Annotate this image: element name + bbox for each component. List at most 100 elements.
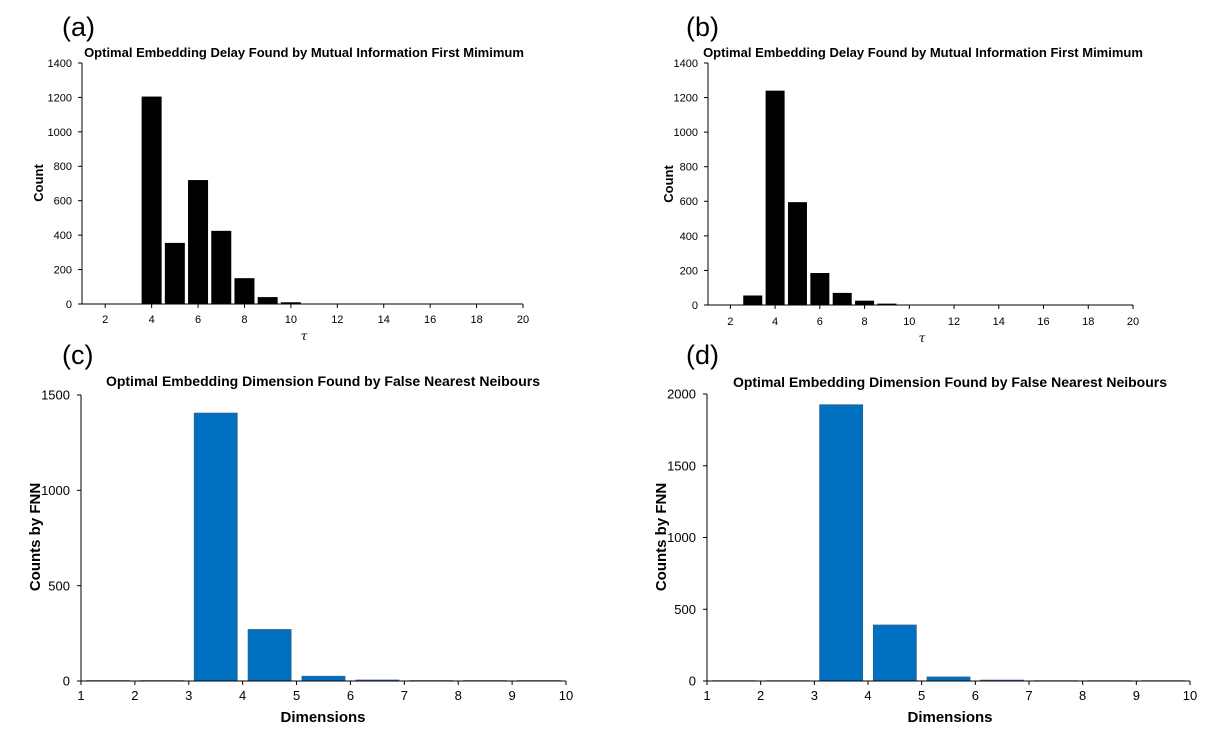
chart-b-y-tick-label: 1200 [674,93,698,105]
chart-a-x-tick-label: 12 [331,314,343,326]
chart-d-axes: 0 500 1000 1500 2000 1 2 3 4 5 6 7 8 9 10 [667,387,1197,703]
chart-c-bars [86,412,561,682]
chart-d-ylabel: Counts by FNN [653,483,670,591]
chart-c-ylabel: Counts by FNN [27,483,44,591]
chart-c-xlabel: Dimensions [280,709,365,726]
chart-a-ylabel: Count [31,164,46,202]
chart-b-x-tick-label: 16 [1037,316,1049,328]
chart-c-x-tick-label: 4 [239,688,246,703]
chart-a-bar [257,297,278,304]
chart-d-x-tick-label: 4 [864,688,871,703]
chart-b-x-tick-label: 4 [772,316,778,328]
panel-label-a: (a) [62,12,95,42]
chart-a-x-tick-label: 16 [424,314,436,326]
chart-a: (a) Optimal Embedding Delay Found by Mut… [31,12,529,343]
chart-d-bar [872,624,917,682]
chart-b-y-tick-label: 800 [680,162,698,174]
chart-b-bar [855,300,875,305]
chart-d-xlabel: Dimensions [907,709,992,726]
chart-b-bar [743,295,763,305]
chart-d-bars [711,404,1186,682]
chart-b-y-tick-label: 1000 [674,127,698,139]
chart-c: (c) Optimal Embedding Dimension Found by… [27,340,573,726]
chart-b-x-tick-label: 14 [993,316,1005,328]
chart-b-y-tick-label: 200 [680,265,698,277]
chart-b-y-tick-label: 400 [680,231,698,243]
chart-b-bar [877,303,897,305]
chart-c-x-tick-label: 8 [455,688,462,703]
chart-d-x-tick-label: 5 [918,688,925,703]
chart-d-x-tick-label: 2 [757,688,764,703]
chart-c-x-tick-label: 9 [508,688,515,703]
chart-a-y-tick-label: 800 [54,161,72,173]
chart-a-x-tick-label: 4 [149,314,155,326]
chart-a-y-tick-label: 1200 [48,92,72,104]
chart-d-bar [819,404,864,682]
chart-b-x-tick-label: 10 [903,316,915,328]
chart-a-x-tick-label: 14 [378,314,390,326]
chart-a-y-tick-label: 1000 [48,127,72,139]
chart-d-x-tick-label: 1 [703,688,710,703]
chart-a-x-tick-label: 8 [241,314,247,326]
chart-b-y-tick-label: 1400 [674,58,698,70]
chart-b-y-tick-label: 600 [680,196,698,208]
chart-a-x-tick-label: 20 [517,314,529,326]
chart-c-bar [247,629,292,682]
chart-a-bar [188,180,209,304]
chart-a-y-tick-label: 1400 [48,58,72,70]
chart-c-title: Optimal Embedding Dimension Found by Fal… [106,373,540,389]
chart-c-x-tick-label: 2 [131,688,138,703]
chart-a-y-tick-label: 200 [54,265,72,277]
chart-a-y-tick-label: 0 [66,299,72,311]
panel-label-b: (b) [686,12,719,42]
chart-a-y-tick-label: 400 [54,230,72,242]
panel-label-c: (c) [62,340,93,370]
chart-c-axes: 0 500 1000 1500 1 2 3 4 5 6 7 8 9 10 [41,388,573,703]
chart-b-x-tick-label: 20 [1127,316,1139,328]
chart-d-y-tick-label: 500 [674,602,696,617]
chart-d-x-tick-label: 9 [1133,688,1140,703]
chart-b-x-tick-label: 8 [862,316,868,328]
chart-b-bar [787,202,807,305]
chart-b-x-tick-label: 2 [727,316,733,328]
chart-b-bar [832,292,852,305]
chart-d: (d) Optimal Embedding Dimension Found by… [653,340,1197,726]
chart-a-bar [234,278,255,304]
chart-b-x-tick-label: 18 [1082,316,1094,328]
chart-c-x-tick-label: 1 [77,688,84,703]
chart-b-axes: 0 200 400 600 800 1000 1200 1400 2 4 6 8 10 12 14 16 18 2… [674,58,1140,328]
chart-b-ylabel: Count [661,165,676,203]
chart-a-bar [164,242,185,304]
chart-c-bar [193,412,238,682]
chart-c-y-tick-label: 500 [48,578,70,593]
chart-b-bars [743,90,897,305]
chart-c-x-tick-label: 7 [401,688,408,703]
chart-d-x-tick-label: 3 [811,688,818,703]
chart-d-x-tick-label: 10 [1183,688,1197,703]
chart-b-title: Optimal Embedding Delay Found by Mutual … [703,45,1143,60]
chart-a-x-tick-label: 18 [470,314,482,326]
chart-a-x-tick-label: 6 [195,314,201,326]
chart-d-y-tick-label: 1000 [667,530,696,545]
chart-d-x-tick-label: 8 [1079,688,1086,703]
chart-a-bar [280,302,301,304]
chart-d-x-tick-label: 7 [1025,688,1032,703]
chart-d-title: Optimal Embedding Dimension Found by Fal… [733,374,1167,390]
chart-a-xlabel: τ [301,329,308,343]
chart-c-x-tick-label: 10 [559,688,573,703]
chart-d-bar [926,676,971,682]
chart-c-y-tick-label: 1000 [41,483,70,498]
chart-a-x-tick-label: 10 [285,314,297,326]
chart-a-bar [211,230,232,304]
chart-a-axes: 0 200 400 600 800 1000 1200 1400 2 4 6 8 10 12 14 16 18 2… [48,58,530,326]
chart-d-y-tick-label: 0 [689,674,696,689]
chart-b-xlabel: τ [919,331,926,345]
chart-a-y-tick-label: 600 [54,196,72,208]
chart-b-bar [810,273,830,305]
chart-b-y-tick-label: 0 [692,300,698,312]
chart-b: (b) Optimal Embedding Delay Found by Mut… [661,12,1143,345]
chart-c-x-tick-label: 5 [293,688,300,703]
chart-b-bar [765,90,785,305]
chart-c-x-tick-label: 3 [185,688,192,703]
